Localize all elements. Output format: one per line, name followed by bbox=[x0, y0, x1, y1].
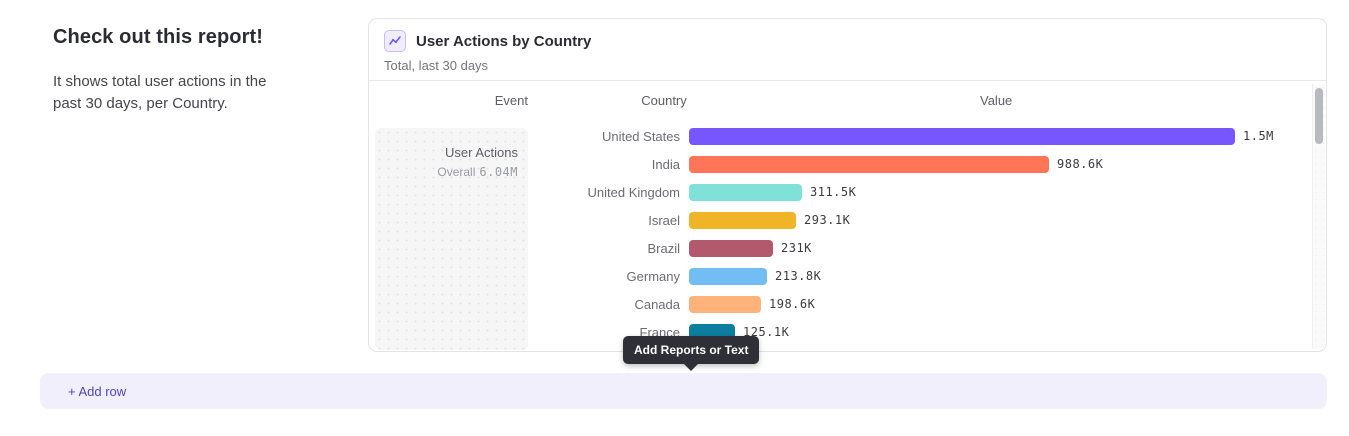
event-overall: Overall 6.04M bbox=[375, 165, 518, 179]
report-card-header: User Actions by Country Total, last 30 d… bbox=[369, 19, 1326, 81]
event-overall-label: Overall bbox=[437, 165, 476, 179]
column-header-country: Country bbox=[641, 93, 687, 108]
bar-rows: United States 1.5M India 988.6K United Kingd… bbox=[369, 122, 1310, 346]
bar-row: Israel 293.1K bbox=[369, 206, 1310, 234]
bar-row: Brazil 231K bbox=[369, 234, 1310, 262]
bar-row: Canada 198.6K bbox=[369, 290, 1310, 318]
bar-value-label: 125.1K bbox=[743, 325, 790, 339]
report-subtitle: Total, last 30 days bbox=[384, 58, 489, 73]
column-header-event: Event bbox=[494, 93, 528, 108]
bar-row: India 988.6K bbox=[369, 150, 1310, 178]
bar-chart-area: Event Country Value User Actions Overall… bbox=[369, 82, 1326, 351]
country-label: Germany bbox=[626, 268, 680, 284]
bar[interactable] bbox=[689, 211, 796, 229]
line-chart-icon bbox=[384, 30, 406, 52]
country-label: Israel bbox=[648, 212, 680, 228]
event-overall-value: 6.04M bbox=[479, 165, 518, 179]
bar-value-label: 231K bbox=[781, 241, 812, 255]
bar[interactable] bbox=[689, 295, 761, 313]
event-cell: User Actions Overall 6.04M bbox=[375, 128, 528, 350]
country-label: India bbox=[651, 156, 680, 172]
country-label: France bbox=[639, 324, 680, 340]
bar-row: Germany 213.8K bbox=[369, 262, 1310, 290]
country-label: United Kingdom bbox=[587, 184, 681, 200]
tooltip-caret-icon bbox=[684, 364, 699, 371]
bar-value-label: 198.6K bbox=[769, 297, 816, 311]
column-header-value: Value bbox=[980, 93, 1013, 108]
scrollbar-thumb[interactable] bbox=[1315, 88, 1323, 144]
report-card[interactable]: User Actions by Country Total, last 30 d… bbox=[368, 18, 1327, 352]
bar-value-label: 293.1K bbox=[804, 213, 851, 227]
bar[interactable] bbox=[689, 127, 1235, 145]
bar-row: United States 1.5M bbox=[369, 122, 1310, 150]
country-label: Canada bbox=[634, 296, 680, 312]
bar-value-label: 1.5M bbox=[1243, 129, 1274, 143]
bar[interactable] bbox=[689, 155, 1049, 173]
bar-value-label: 988.6K bbox=[1057, 157, 1104, 171]
add-row-label: + Add row bbox=[68, 383, 127, 399]
bar-value-label: 213.8K bbox=[775, 269, 822, 283]
bar[interactable] bbox=[689, 239, 773, 257]
intro-text-block: Check out this report! It shows total us… bbox=[53, 26, 303, 115]
add-reports-tooltip: Add Reports or Text bbox=[623, 336, 760, 371]
intro-description: It shows total user actions in the past … bbox=[53, 73, 267, 112]
intro-heading: Check out this report! bbox=[53, 26, 263, 48]
bar[interactable] bbox=[689, 267, 767, 285]
bar-row: France 125.1K bbox=[369, 318, 1310, 346]
event-name: User Actions bbox=[445, 145, 518, 160]
bar-row: United Kingdom 311.5K bbox=[369, 178, 1310, 206]
add-row-button[interactable]: + Add row bbox=[40, 373, 1327, 409]
scrollbar-track[interactable] bbox=[1312, 84, 1325, 349]
country-label: United States bbox=[601, 128, 680, 144]
report-title: User Actions by Country bbox=[416, 32, 592, 50]
country-label: Brazil bbox=[647, 240, 680, 256]
tooltip-label: Add Reports or Text bbox=[634, 343, 749, 357]
bar[interactable] bbox=[689, 183, 802, 201]
bar-value-label: 311.5K bbox=[810, 185, 857, 199]
